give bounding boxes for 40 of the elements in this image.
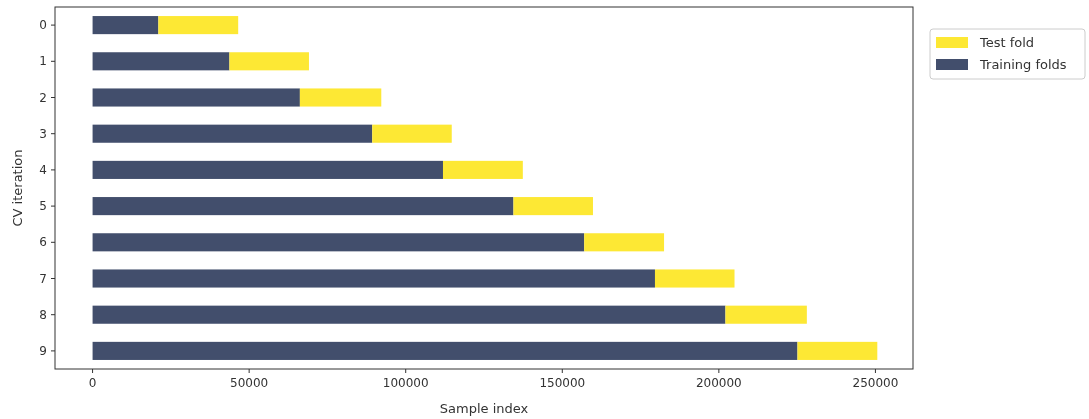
x-tick-label: 150000 (539, 376, 586, 390)
legend-label: Training folds (979, 57, 1067, 72)
bar (513, 197, 593, 216)
bar (158, 16, 239, 35)
y-tick-label: 0 (39, 18, 47, 33)
bar (92, 197, 514, 216)
y-tick-label: 8 (39, 307, 47, 322)
bar (92, 160, 443, 179)
bar (229, 52, 309, 71)
y-tick-label: 6 (39, 235, 47, 250)
bar (92, 16, 159, 35)
bar (92, 233, 585, 252)
y-tick-label: 9 (39, 343, 47, 358)
y-tick-label: 4 (39, 162, 47, 177)
bar (654, 269, 735, 288)
y-tick-label: 5 (39, 199, 47, 214)
legend-label: Test fold (979, 35, 1035, 50)
y-tick-label: 3 (39, 126, 47, 141)
y-tick-label: 7 (39, 271, 47, 286)
x-tick-label: 250000 (852, 376, 899, 390)
bar (92, 124, 373, 143)
bar (92, 305, 726, 324)
y-axis-title: CV iteration (10, 149, 25, 227)
bar (92, 52, 230, 71)
bar (372, 124, 452, 143)
bar (92, 341, 798, 360)
bar (442, 160, 523, 179)
bar (584, 233, 665, 252)
x-tick-label: 100000 (382, 376, 429, 390)
y-tick-label: 1 (39, 54, 47, 69)
x-axis-title: Sample index (439, 401, 529, 416)
x-tick-label: 0 (88, 376, 97, 390)
y-tick-label: 2 (39, 90, 47, 105)
bar (797, 341, 878, 360)
bar (299, 88, 382, 107)
bar (92, 269, 655, 288)
x-tick-label: 50000 (230, 376, 269, 390)
x-tick-label: 200000 (695, 376, 742, 390)
bar (92, 88, 300, 107)
bar (725, 305, 807, 324)
